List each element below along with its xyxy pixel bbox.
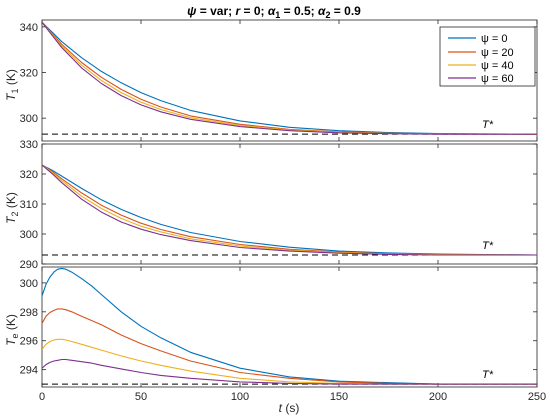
- title-eq-a2: = 0.9: [330, 4, 361, 18]
- series-line-0: [42, 21, 537, 135]
- title-alpha2: α: [318, 4, 326, 18]
- title-eq-a1: = 0.5;: [280, 4, 318, 18]
- ytick-label: 340: [20, 22, 38, 34]
- ylabel-t1-sub: 1: [10, 88, 20, 93]
- xtick-label: 200: [429, 391, 447, 403]
- xtick-label: 0: [39, 391, 45, 403]
- xlabel-unit: (s): [282, 401, 299, 415]
- ytick-label: 294: [20, 365, 38, 377]
- ylabel-te-sub: e: [10, 333, 20, 338]
- xtick-label: 250: [528, 391, 546, 403]
- ylabel-t2-sub: 2: [10, 211, 20, 216]
- legend-box: [439, 26, 536, 87]
- ytick-label: 310: [20, 199, 38, 211]
- title-alpha1: α: [268, 4, 276, 18]
- legend-label-psi20: ψ = 20: [481, 47, 514, 59]
- xtick-label: 100: [231, 391, 249, 403]
- xtick-label: 50: [135, 391, 147, 403]
- ytick-label: 300: [20, 113, 38, 125]
- series-line-0: [42, 164, 537, 256]
- series-line-0: [42, 267, 537, 385]
- ytick-label: 300: [20, 229, 38, 241]
- axes-frame: [41, 266, 538, 388]
- reference-label: T*: [482, 119, 494, 131]
- series-line-1: [42, 308, 537, 385]
- legend-label-psi0: ψ = 0: [481, 33, 508, 45]
- series-line-2: [42, 338, 537, 385]
- ytick-label: 320: [20, 169, 38, 181]
- ytick-label: 296: [20, 336, 38, 348]
- title-eq-var: = var;: [196, 4, 235, 18]
- ylabel-te-var: T: [4, 337, 18, 346]
- legend-label-psi60: ψ = 60: [481, 73, 514, 85]
- reference-label: T*: [482, 369, 494, 381]
- title-alpha2-sub: 2: [325, 10, 330, 20]
- ytick-label: 290: [20, 259, 38, 271]
- ylabel-t2: T2 (K): [4, 192, 20, 224]
- ytick-label: 300: [20, 278, 38, 290]
- axes-frame: [41, 143, 538, 265]
- ylabel-t2-var: T: [4, 215, 18, 224]
- ytick-label: 298: [20, 307, 38, 319]
- ylabel-te: Te (K): [4, 314, 20, 346]
- series-line-3: [42, 164, 537, 256]
- title-eq-r: = 0;: [240, 4, 268, 18]
- xlabel-var: t: [279, 401, 283, 415]
- figure-title: ψ = var; r = 0; α1 = 0.5; α2 = 0.9: [187, 4, 361, 20]
- ylabel-t2-unit: (K): [4, 192, 18, 211]
- series-line-3: [42, 21, 537, 135]
- ytick-label: 330: [20, 139, 38, 151]
- legend-label-psi40: ψ = 40: [481, 60, 514, 72]
- panel-te: 294 296 298 300 0 50 100 150 200 250 T*: [20, 266, 546, 403]
- panel-t2: 290 300 310 320 330 T*: [20, 139, 538, 271]
- title-r: r: [235, 4, 241, 18]
- ylabel-t1-var: T: [4, 92, 18, 101]
- xtick-label: 150: [330, 391, 348, 403]
- reference-label: T*: [482, 240, 494, 252]
- title-psi: ψ: [187, 4, 197, 18]
- ylabel-t1-unit: (K): [4, 69, 18, 88]
- ytick-label: 320: [20, 68, 38, 80]
- xlabel: t (s): [279, 401, 300, 415]
- ylabel-te-unit: (K): [4, 314, 18, 333]
- ylabel-t1: T1 (K): [4, 69, 20, 101]
- legend: ψ = 0 ψ = 20 ψ = 40 ψ = 60: [439, 26, 536, 87]
- series-line-3: [42, 358, 537, 385]
- title-alpha1-sub: 1: [275, 10, 280, 20]
